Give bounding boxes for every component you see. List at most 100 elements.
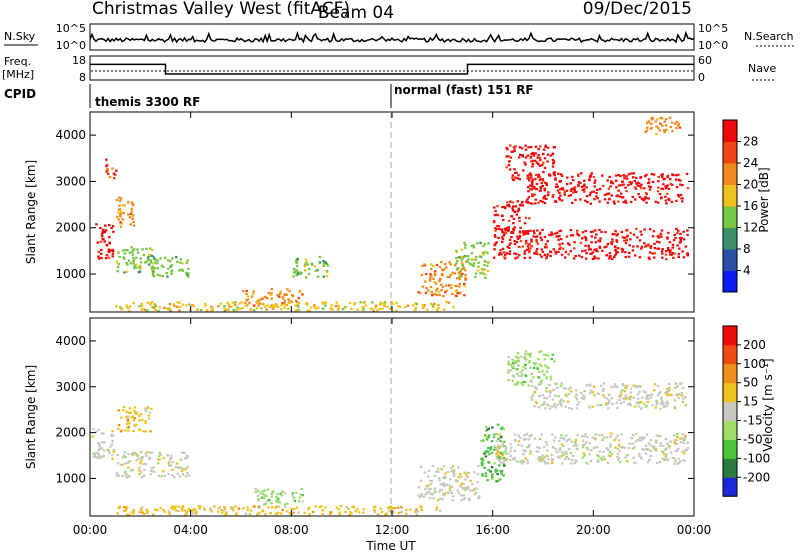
velocity-cell (500, 470, 503, 473)
velocity-cell (585, 446, 589, 449)
velocity-cell (632, 456, 635, 459)
power-cell (458, 285, 461, 288)
power-cell (600, 230, 603, 234)
velocity-cell (111, 430, 114, 433)
power-cell (515, 252, 518, 256)
power-data (95, 116, 690, 313)
velocity-cell (183, 509, 187, 512)
power-cell (653, 252, 656, 255)
velocity-cell (655, 449, 658, 452)
velocity-cell (166, 454, 169, 457)
power-cell (484, 250, 488, 253)
velocity-cell (502, 456, 506, 460)
power-cell (461, 267, 464, 271)
power-cell (615, 234, 618, 237)
power-cell (568, 243, 571, 246)
power-cell (640, 187, 643, 190)
velocity-cell (420, 509, 423, 512)
velocity-cell (495, 457, 499, 460)
velocity-cell (427, 484, 430, 487)
velocity-cell (145, 454, 148, 458)
power-cell (567, 253, 570, 256)
velocity-cell (133, 409, 136, 412)
velocity-cell (551, 398, 555, 401)
velocity-cell (651, 404, 654, 407)
power-cell (265, 308, 268, 311)
power-cell (557, 197, 561, 200)
power-cell (230, 305, 233, 308)
power-cell (283, 293, 286, 296)
power-cell (101, 238, 104, 241)
power-cell (118, 255, 121, 258)
power-cell (660, 250, 664, 253)
velocity-cell (501, 426, 504, 429)
velocity-cell (452, 471, 456, 474)
power-cell (639, 176, 642, 179)
velocity-cell (495, 447, 498, 450)
velocity-cell (616, 434, 620, 437)
power-cell (522, 230, 525, 233)
velocity-cell (673, 457, 676, 460)
velocity-cell (428, 497, 432, 500)
velocity-cell (661, 450, 665, 454)
velocity-cell (581, 439, 585, 442)
power-cell (653, 246, 657, 250)
power-cell (633, 254, 637, 257)
velocity-cell (338, 513, 341, 517)
power-cell (454, 290, 458, 293)
velocity-cell (339, 505, 343, 508)
power-cell (434, 282, 438, 285)
velocity-cell (217, 507, 220, 510)
velocity-cell (300, 488, 303, 491)
power-cell (178, 309, 181, 312)
power-cell (591, 230, 595, 233)
power-cell (543, 166, 547, 170)
velocity-cell (608, 451, 612, 454)
velocity-cell (167, 510, 170, 513)
velocity-cell (175, 462, 179, 465)
velocity-cell (450, 485, 454, 488)
velocity-cell (124, 429, 127, 432)
velocity-cell (677, 447, 680, 450)
power-cell (649, 228, 652, 231)
velocity-cell (469, 489, 472, 492)
power-cell (511, 201, 515, 204)
velocity-cell (277, 500, 280, 503)
nave-tick-bottom: 0 (698, 71, 705, 84)
power-cell (147, 256, 150, 259)
power-cell (448, 261, 451, 264)
velocity-cell (146, 451, 149, 454)
velocity-cell (522, 449, 525, 452)
velocity-cell (565, 434, 568, 437)
velocity-cell (574, 443, 577, 446)
power-cell (536, 229, 539, 232)
velocity-cell (656, 385, 660, 388)
velocity-cell (544, 462, 547, 465)
velocity-cell (624, 385, 628, 388)
power-cell (244, 304, 247, 307)
velocity-cell (471, 482, 474, 486)
power-cell (428, 277, 432, 280)
velocity-cell (524, 350, 528, 353)
power-cell (150, 268, 154, 271)
power-cell (531, 151, 535, 154)
power-cell (288, 290, 291, 293)
power-cell (507, 219, 511, 222)
power-cell (506, 204, 509, 207)
velocity-cell (158, 458, 161, 461)
power-cell (509, 144, 512, 147)
power-cell (681, 197, 684, 200)
velocity-cell (629, 387, 633, 390)
power-cell (504, 206, 507, 210)
power-cell (657, 201, 660, 204)
velocity-cell (163, 474, 167, 477)
velocity-cell (529, 450, 532, 453)
power-cell (679, 232, 682, 235)
velocity-cell (475, 487, 478, 490)
velocity-cell (642, 448, 645, 451)
power-cell (543, 187, 546, 190)
power-cell (553, 174, 556, 177)
power-cell (607, 192, 611, 195)
power-cell (296, 258, 299, 261)
power-cell (613, 255, 616, 258)
